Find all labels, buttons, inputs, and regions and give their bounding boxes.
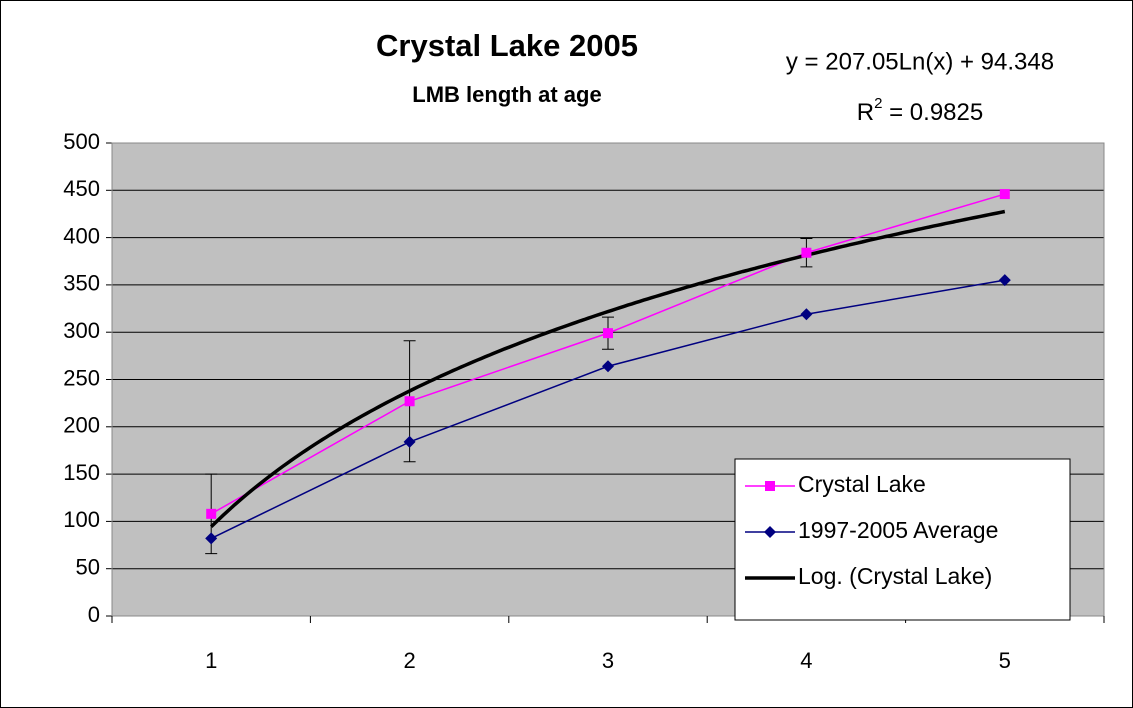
point xyxy=(603,328,613,339)
trend-line xyxy=(209,209,1006,528)
point xyxy=(998,274,1011,287)
legend-label: Crystal Lake xyxy=(798,471,926,497)
trend-r-squared: R2 = 0.9825 xyxy=(857,95,983,126)
x-tick-label: 1 xyxy=(205,648,217,673)
point xyxy=(404,396,415,407)
legend-marker xyxy=(765,481,775,491)
legend-marker xyxy=(764,526,776,538)
y-tick-label: 450 xyxy=(63,176,100,201)
point xyxy=(800,308,813,321)
r2-value: = 0.9825 xyxy=(882,99,983,126)
point xyxy=(801,247,812,258)
y-tick-label: 100 xyxy=(63,507,100,532)
chart-title: Crystal Lake 2005 xyxy=(376,28,638,63)
x-tick-label: 4 xyxy=(800,648,812,673)
point xyxy=(205,532,218,545)
y-tick-label: 0 xyxy=(88,602,100,627)
point xyxy=(999,189,1010,200)
chart-subtitle: LMB length at age xyxy=(412,82,601,107)
y-tick-label: 400 xyxy=(63,223,100,248)
y-tick-label: 300 xyxy=(63,318,100,343)
x-tick-label: 3 xyxy=(602,648,614,673)
legend-label: Log. (Crystal Lake) xyxy=(798,563,992,589)
y-tick-label: 50 xyxy=(76,555,100,580)
y-tick-label: 250 xyxy=(63,365,100,390)
legend-label: 1997-2005 Average xyxy=(798,517,998,543)
x-tick-label: 2 xyxy=(403,648,415,673)
x-tick-label: 5 xyxy=(999,648,1011,673)
point xyxy=(602,360,614,373)
y-tick-label: 200 xyxy=(63,413,100,438)
plot-border xyxy=(111,142,1105,617)
trend-equation: y = 207.05Ln(x) + 94.348 xyxy=(786,48,1054,75)
point xyxy=(206,508,217,519)
r2-letter: R xyxy=(857,99,874,126)
point xyxy=(403,435,416,448)
r2-superscript: 2 xyxy=(874,95,882,112)
y-tick-label: 150 xyxy=(63,460,100,485)
y-tick-label: 500 xyxy=(63,129,100,154)
y-tick-label: 350 xyxy=(63,271,100,296)
